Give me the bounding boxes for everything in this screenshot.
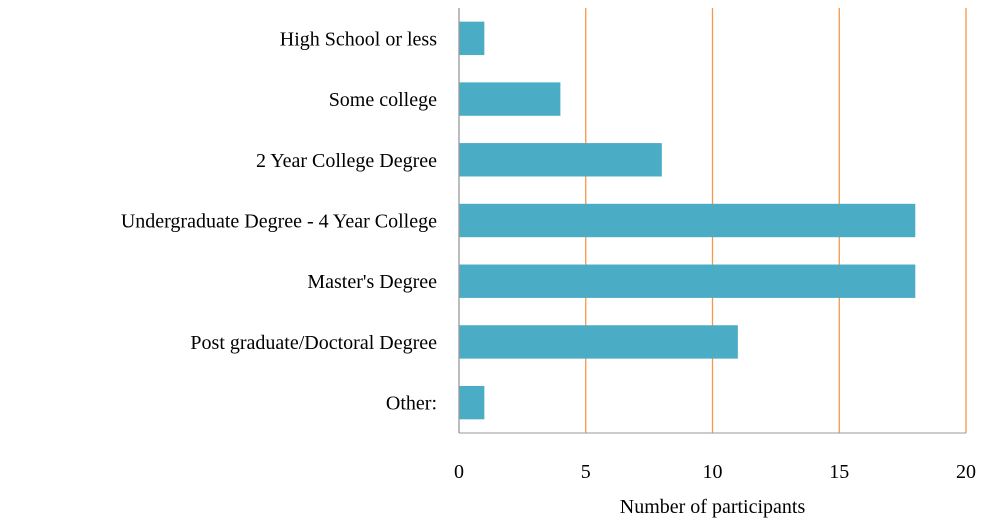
category-label: Undergraduate Degree - 4 Year College (121, 211, 437, 233)
bar (459, 385, 485, 420)
bars (459, 21, 916, 420)
x-tick-label: 20 (956, 461, 976, 483)
category-label: 2 Year College Degree (256, 150, 437, 172)
x-axis-title: Number of participants (620, 496, 806, 518)
bar (459, 325, 738, 359)
category-label: Master's Degree (307, 271, 437, 293)
category-labels: High School or less Some college 2 Year Co… (121, 28, 437, 414)
category-label: Other: (386, 393, 437, 415)
bar (459, 82, 561, 116)
x-tick-label: 5 (581, 461, 591, 483)
x-tick-label: 15 (829, 461, 849, 483)
bar (459, 21, 485, 56)
category-label: High School or less (280, 28, 437, 50)
tick-labels: 0 5 10 15 20 (454, 461, 976, 483)
bar (459, 143, 662, 177)
x-tick-label: 10 (703, 461, 723, 483)
bar (459, 203, 916, 238)
axes (458, 8, 966, 434)
x-tick-label: 0 (454, 461, 464, 483)
category-label: Some college (329, 89, 437, 111)
category-label: Post graduate/Doctoral Degree (190, 332, 437, 354)
bar (459, 264, 916, 298)
